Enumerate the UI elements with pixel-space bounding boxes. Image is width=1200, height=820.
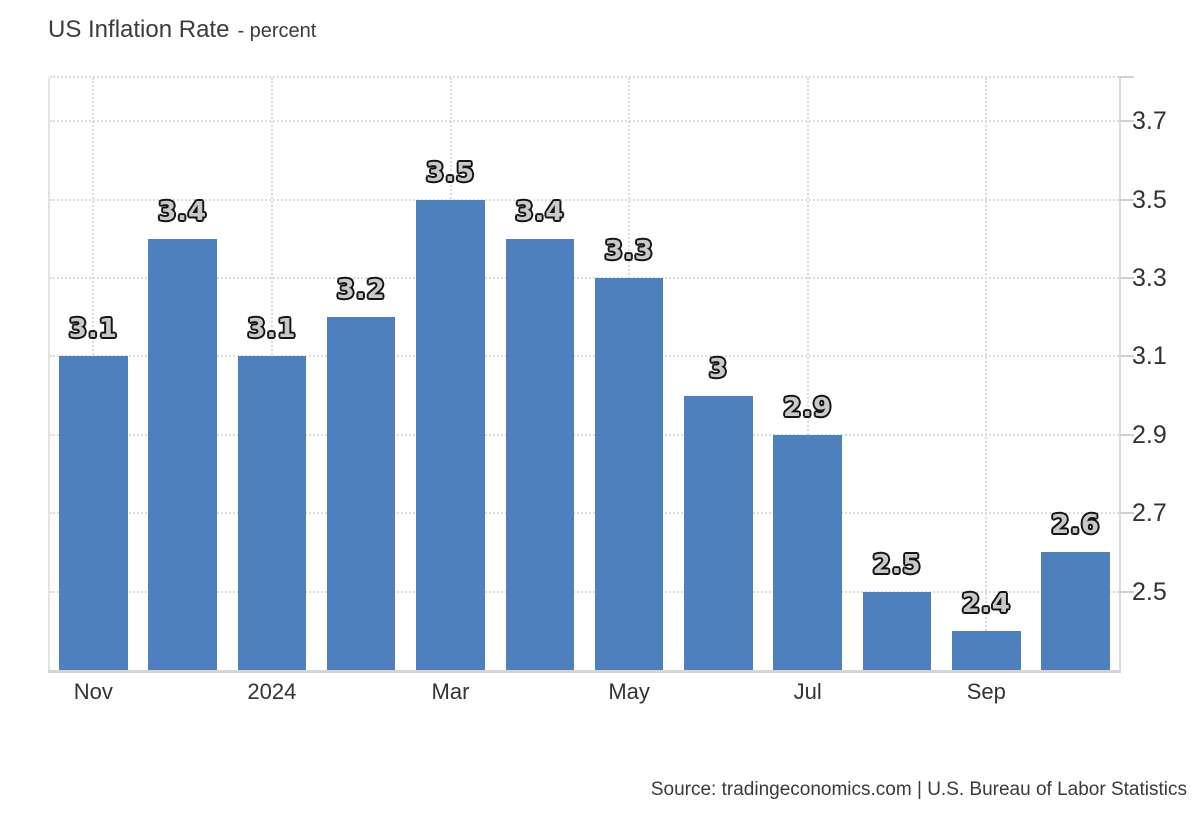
h-gridline — [50, 276, 1119, 279]
bar[interactable] — [594, 277, 664, 670]
bar[interactable] — [952, 630, 1021, 670]
y-axis-label: 3.3 — [1132, 263, 1167, 292]
y-axis-tick — [1119, 512, 1134, 515]
h-gridline — [50, 512, 1119, 515]
v-gridline — [985, 78, 988, 670]
bar[interactable] — [684, 395, 753, 670]
h-gridline — [50, 355, 1119, 358]
plot-area: 3.7 3.5 3.3 3.1 2.9 2.7 2.5 3.1 3.4 3.1 3.2 3.5 3.4 3… — [48, 76, 1167, 704]
source-attribution: Source: tradingeconomics.com | U.S. Bure… — [650, 779, 1187, 800]
x-axis-label: May — [608, 679, 650, 704]
y-axis-label: 2.5 — [1132, 577, 1167, 606]
x-axis-label: Sep — [966, 679, 1006, 704]
bar-value-label: 3.1 — [247, 314, 297, 345]
h-gridline — [50, 120, 1119, 123]
bar-value-label: 3.1 — [68, 314, 118, 345]
y-axis-label: 3.5 — [1132, 185, 1167, 214]
y-axis-tick — [1119, 355, 1134, 358]
bar[interactable] — [416, 199, 485, 670]
y-axis-tick — [1119, 276, 1134, 279]
y-axis-tick — [1119, 198, 1134, 201]
bar-value-label: 3.3 — [604, 235, 654, 266]
bar-value-label: 2.6 — [1051, 510, 1101, 541]
bar[interactable] — [148, 238, 217, 670]
y-axis-tick — [1119, 120, 1134, 123]
y-axis-tick — [1119, 433, 1134, 436]
bar[interactable] — [1041, 552, 1110, 670]
x-axis-label: 2024 — [247, 679, 297, 704]
y-axis-label: 2.9 — [1132, 420, 1167, 449]
bar-value-label: 2.9 — [783, 392, 833, 423]
bar-value-label: 3.4 — [158, 196, 208, 227]
bar-value-label: 3.4 — [515, 196, 565, 227]
y-axis-label: 3.1 — [1132, 342, 1167, 371]
bar[interactable] — [862, 591, 932, 670]
bar[interactable] — [505, 238, 575, 670]
plot-border-left — [48, 78, 50, 670]
y-axis-label: 3.7 — [1132, 107, 1167, 136]
h-gridline — [50, 198, 1119, 201]
x-axis-label: Nov — [73, 679, 113, 704]
h-gridline — [50, 433, 1119, 436]
y-axis-tick — [1119, 590, 1134, 593]
bar[interactable] — [59, 356, 128, 670]
x-axis-line — [48, 670, 1121, 673]
v-gridline — [806, 78, 809, 670]
bar-value-label: 3.2 — [336, 275, 386, 306]
bar[interactable] — [326, 317, 396, 670]
chart-subtitle: - percent — [237, 20, 317, 42]
bar-value-label: 2.5 — [872, 549, 922, 580]
x-axis-label: Jul — [793, 679, 822, 704]
y-axis-label: 2.7 — [1132, 499, 1167, 528]
bar-value-label: 2.4 — [961, 588, 1011, 619]
h-gridline — [50, 590, 1119, 593]
bar[interactable] — [773, 434, 842, 670]
chart-header: US Inflation Rate - percent — [48, 16, 316, 44]
y-axis-line — [1119, 78, 1121, 670]
y-axis-tick — [1119, 76, 1134, 78]
bar-value-label: 3 — [708, 353, 728, 384]
bar-value-label: 3.5 — [425, 157, 476, 188]
x-axis-label: Mar — [431, 679, 470, 704]
plot-border-top — [50, 76, 1119, 78]
chart-title: US Inflation Rate — [48, 16, 230, 43]
bar[interactable] — [237, 356, 307, 670]
